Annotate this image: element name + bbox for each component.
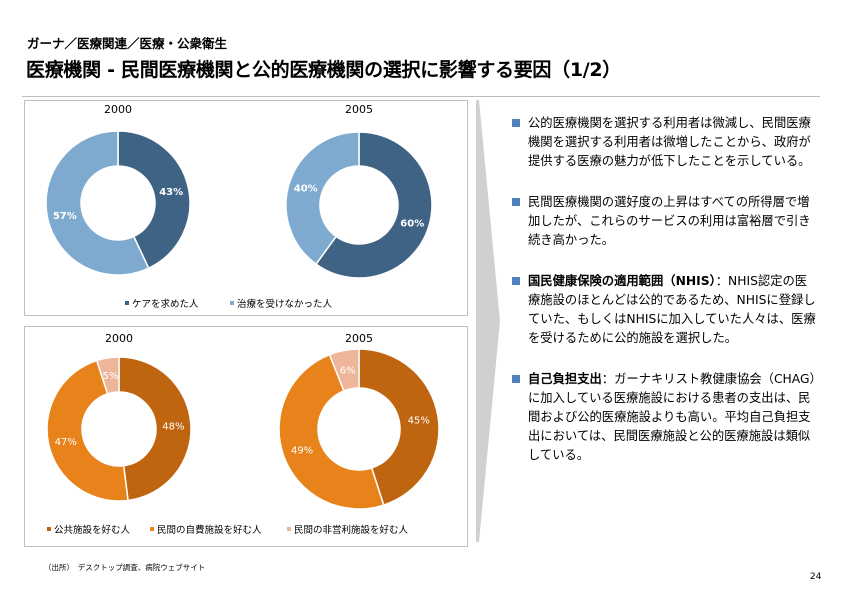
donut-slice [45,130,150,276]
finding-item: 公的医療機関を選択する利用者は微減し、民間医療機関を選択する利用者は微増したこと… [512,114,818,171]
slice-label: 45% [408,416,430,427]
legend-item: 治療を受けなかった人 [237,298,333,310]
chart-title: 2000 [105,332,133,345]
finding-bold: 国民健康保険の適用範囲（NHIS） [528,274,716,288]
slice-label: 49% [291,445,313,456]
bullet-square-icon [512,277,520,285]
finding-item: 国民健康保険の適用範囲（NHIS）：NHIS認定の医療施設のほとんどは公的である… [512,272,818,348]
slice-label: 40% [294,184,318,195]
page-number: 24 [810,572,822,582]
slice-label: 6% [340,366,356,377]
donut-slice [315,131,433,279]
finding-item: 自己負担支出：ガーナキリスト教健康協会（CHAG）に加入している医療施設における… [512,370,818,465]
legend-item: ケアを求めた人 [132,298,199,310]
finding-text: ：NHIS認定の医療施設のほとんどは公的であるため、NHISに登録していた、もし… [528,274,816,345]
finding-bold: 自己負担支出 [528,372,602,386]
chevron-arrow-icon [476,100,500,542]
legend-swatch [230,301,234,305]
legend-item: 民間の非営利施設を好む人 [294,524,409,536]
donut-slice [118,356,192,502]
finding-item: 民間医療機関の選好度の上昇はすべての所得層で増加したが、これらのサービスの利用は… [512,193,818,250]
chart-title: 2000 [104,103,132,116]
legend-swatch [150,527,154,531]
slice-label: 47% [55,437,77,448]
title-divider [22,96,820,97]
legend-item: 民間の自費施設を好む人 [157,524,262,536]
bullet-square-icon [512,119,520,127]
donut-slice [95,356,120,395]
legend-swatch [287,527,291,531]
donut-slice [285,131,360,266]
slice-label: 43% [159,187,183,198]
donut-slice [117,130,191,270]
finding-text: 民間医療機関の選好度の上昇はすべての所得層で増加したが、これらのサービスの利用は… [528,195,811,247]
bullet-square-icon [512,198,520,206]
donut-slice [46,359,129,502]
finding-text: ：ガーナキリスト教健康協会（CHAG）に加入している医療施設における患者の支出は… [528,372,816,462]
page-title: 医療機関 - 民間医療機関と公的医療機関の選択に影響する要因（1/2） [26,59,621,81]
findings-list: 公的医療機関を選択する利用者は微減し、民間医療機関を選択する利用者は微増したこと… [512,114,818,487]
legend-item: 公共施設を好む人 [54,524,131,536]
chart-title: 2005 [345,332,373,345]
slice-label: 5% [103,371,119,382]
donut-chart-preference: 2000 48% 47% 5% 2005 45% 49% 6% 公共施設を好む人 民間の自費施設を… [46,332,440,536]
donut-slice [328,348,360,392]
source-note: （出所） デスクトップ調査、病院ウェブサイト [44,563,206,572]
slice-label: 48% [162,422,184,433]
chart-box-care: 2000 43% 57% 2005 60% 40% ケアを求めた人 治療を受けなかった人 [24,100,468,316]
donut-chart-care: 2000 43% 57% 2005 60% 40% ケアを求めた人 治療を受けなかった人 [45,103,433,310]
chart-title: 2005 [345,103,373,116]
legend-swatch [125,301,129,305]
slice-label: 60% [400,218,424,229]
donut-slice [278,353,385,510]
breadcrumb: ガーナ／医療関連／医療・公衆衛生 [27,36,228,51]
slice-label: 57% [53,211,77,222]
chart-box-preference: 2000 48% 47% 5% 2005 45% 49% 6% 公共施設を好む人 民間の自費施設を… [24,326,468,547]
bullet-square-icon [512,375,520,383]
legend-swatch [47,527,51,531]
donut-slice [358,348,440,507]
finding-text: 公的医療機関を選択する利用者は微減し、民間医療機関を選択する利用者は微増したこと… [528,116,811,168]
